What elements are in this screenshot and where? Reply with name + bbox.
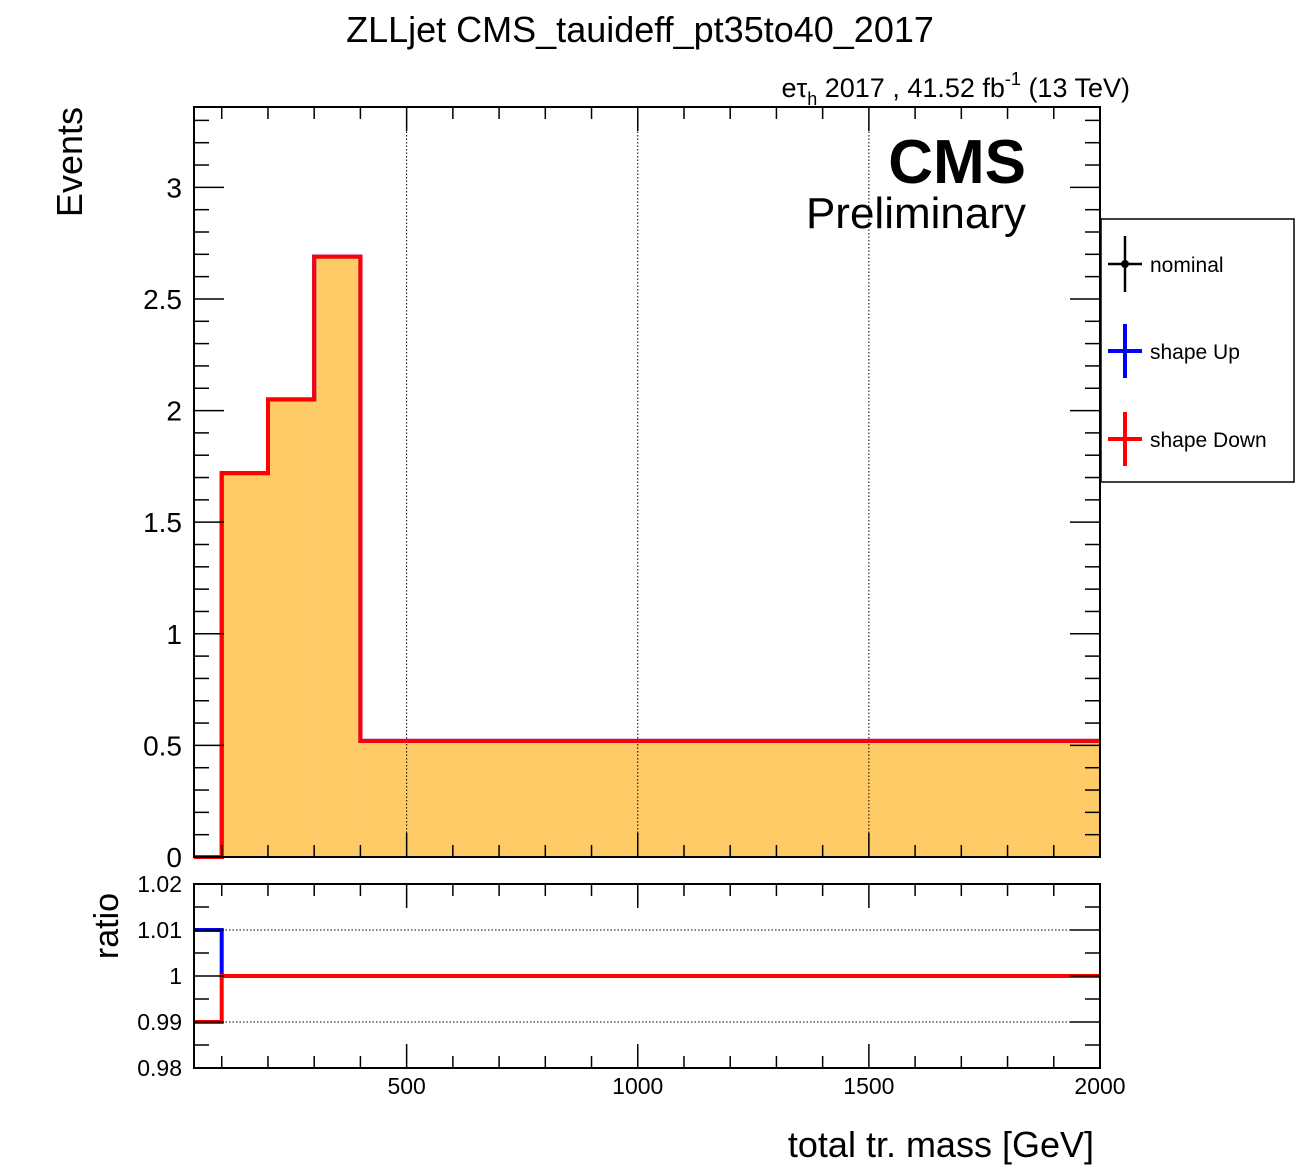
ratio-line-shape-down bbox=[194, 974, 1100, 1024]
chart-title: ZLLjet CMS_tauideff_pt35to40_2017 bbox=[346, 9, 934, 50]
x-tick-label: 1000 bbox=[612, 1073, 663, 1099]
ratio-line-shape-up bbox=[194, 928, 1100, 978]
histogram-bar bbox=[267, 399, 315, 857]
series-line-shape-down bbox=[194, 254, 1100, 859]
y-tick-label: 1 bbox=[166, 619, 182, 650]
y-tick-label: 1.5 bbox=[143, 507, 182, 538]
ratio-y-tick-label: 0.98 bbox=[137, 1055, 182, 1081]
legend: nominal shape Up shape Down bbox=[1100, 218, 1295, 483]
cms-label: CMS bbox=[888, 128, 1026, 197]
legend-label-nominal: nominal bbox=[1150, 254, 1224, 277]
ratio-lines-layer bbox=[194, 928, 1100, 1024]
legend-label-shape-down: shape Down bbox=[1150, 429, 1267, 452]
ratio-y-tick-label: 1.02 bbox=[137, 871, 182, 897]
histogram-bar bbox=[314, 256, 361, 857]
lumi-channel-tau: τ bbox=[797, 73, 808, 103]
lumi-energy: (13 TeV) bbox=[1028, 73, 1130, 103]
legend-label-shape-up: shape Up bbox=[1150, 341, 1240, 364]
lumi-text: 2017 , 41.52 fb bbox=[825, 73, 1005, 103]
y-tick-label: 2 bbox=[166, 396, 182, 427]
main-panel: 0 0.5 1 1.5 2 2.5 3 bbox=[143, 106, 1101, 873]
y-tick-label: 2.5 bbox=[143, 284, 182, 315]
x-axis-label: total tr. mass [GeV] bbox=[788, 1124, 1094, 1165]
ratio-y-tick-label: 1.01 bbox=[137, 917, 182, 943]
legend-entry-shape-up: shape Up bbox=[1108, 324, 1240, 378]
x-tick-label: 2000 bbox=[1074, 1073, 1125, 1099]
lumi-channel-e: e bbox=[782, 73, 797, 103]
lumi-label: eτh 2017 , 41.52 fb-1 (13 TeV) bbox=[782, 69, 1130, 109]
ratio-y-axis-label: ratio bbox=[88, 893, 126, 959]
main-grid bbox=[406, 107, 870, 857]
y-tick-label: 0.5 bbox=[143, 730, 182, 761]
main-frame bbox=[193, 106, 1101, 858]
main-fill-layer bbox=[221, 256, 1100, 857]
ratio-y-tick-label: 0.99 bbox=[137, 1009, 182, 1035]
main-lines-layer bbox=[194, 254, 1100, 859]
cms-sublabel: Preliminary bbox=[806, 189, 1026, 238]
main-y-axis-label: Events bbox=[49, 107, 90, 217]
ratio-ticks bbox=[194, 883, 1101, 1069]
ratio-y-tick-label: 1 bbox=[169, 963, 182, 989]
ratio-panel: 0.98 0.99 1 1.01 1.02 500 1000 1500 2000 bbox=[137, 871, 1125, 1099]
main-y-tick-labels: 0 0.5 1 1.5 2 2.5 3 bbox=[143, 172, 182, 873]
lumi-channel-sub: h bbox=[807, 89, 817, 109]
main-ticks bbox=[194, 107, 1101, 858]
y-tick-label: 3 bbox=[166, 172, 182, 203]
legend-entry-nominal: nominal bbox=[1108, 236, 1224, 292]
histogram-bar bbox=[221, 473, 268, 857]
y-tick-label: 0 bbox=[166, 842, 182, 873]
histogram-bar bbox=[360, 740, 1100, 857]
x-tick-label: 500 bbox=[387, 1073, 425, 1099]
x-tick-label: 1500 bbox=[843, 1073, 894, 1099]
ratio-y-tick-labels: 0.98 0.99 1 1.01 1.02 bbox=[137, 871, 182, 1081]
nominal-marker-icon bbox=[1121, 260, 1129, 268]
lumi-exponent: -1 bbox=[1005, 69, 1021, 89]
ratio-x-tick-labels: 500 1000 1500 2000 bbox=[387, 1073, 1125, 1099]
legend-entry-shape-down: shape Down bbox=[1108, 412, 1267, 466]
